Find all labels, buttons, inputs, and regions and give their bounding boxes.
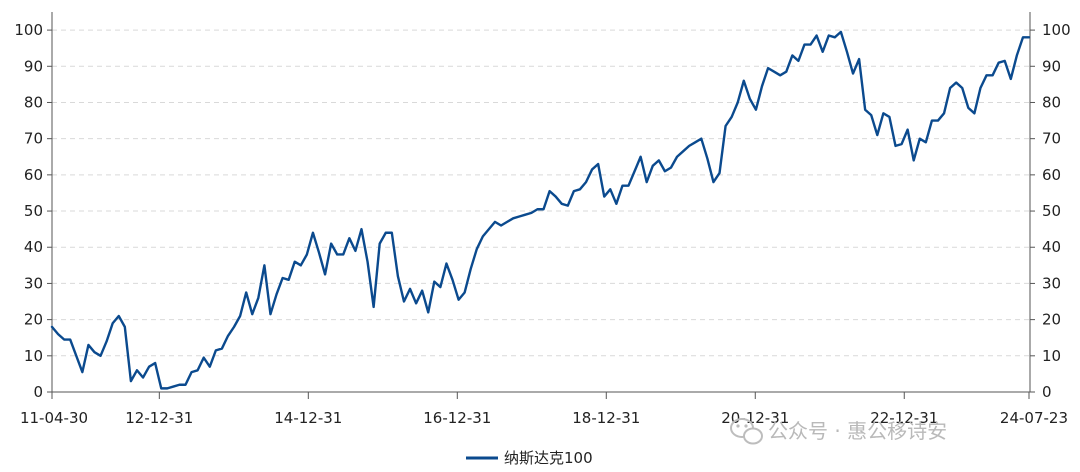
y-tick-label-left: 50 — [24, 202, 43, 220]
y-tick-label-left: 70 — [24, 130, 43, 148]
y-tick-label-left: 90 — [24, 57, 43, 75]
watermark-text: 公众号 · 惠公移诗安 — [768, 419, 947, 443]
series-layer — [50, 30, 1031, 390]
x-tick-label: 20-12-31 — [721, 409, 789, 427]
axes — [47, 12, 1035, 399]
y-tick-label-left: 40 — [24, 238, 43, 256]
y-tick-label-left: 80 — [24, 93, 43, 111]
y-axis-left-ticks: 0 10 20 30 40 50 60 70 80 90 100 — [14, 21, 43, 401]
y-tick-label-right: 20 — [1042, 311, 1061, 329]
y-tick-label-left: 20 — [24, 311, 43, 329]
y-tick-label-left: 60 — [24, 166, 43, 184]
grid-lines — [52, 29, 1030, 357]
y-tick-label-right: 60 — [1042, 166, 1061, 184]
y-tick-label-left: 100 — [14, 21, 43, 39]
x-tick-label: 11-04-30 — [20, 409, 88, 427]
watermark: 公众号 · 惠公移诗安 — [730, 418, 947, 445]
series-line-nasdaq100 — [50, 30, 1031, 390]
x-tick-label: 12-12-31 — [125, 409, 193, 427]
legend-label: 纳斯达克100 — [504, 449, 593, 467]
x-tick-label: 18-12-31 — [572, 409, 640, 427]
y-tick-label-right: 90 — [1042, 57, 1061, 75]
wechat-icon — [730, 418, 763, 445]
y-tick-label-right: 70 — [1042, 130, 1061, 148]
x-tick-label: 16-12-31 — [423, 409, 491, 427]
x-tick-label: 14-12-31 — [274, 409, 342, 427]
x-tick-label: 24-07-23 — [1000, 409, 1068, 427]
legend: 纳斯达克100 — [466, 449, 593, 467]
y-tick-label-left: 30 — [24, 274, 43, 292]
y-tick-label-right: 0 — [1042, 383, 1052, 401]
y-tick-label-right: 40 — [1042, 238, 1061, 256]
x-tick-label: 22-12-31 — [870, 409, 938, 427]
y-tick-label-right: 30 — [1042, 274, 1061, 292]
y-tick-label-left: 0 — [33, 383, 43, 401]
y-axis-right-ticks: 0 10 20 30 40 50 60 70 80 90 100 — [1042, 21, 1071, 401]
y-tick-label-right: 80 — [1042, 93, 1061, 111]
x-axis-ticks: 11-04-30 12-12-31 14-12-31 16-12-31 18-12-31… — [20, 409, 1068, 427]
y-tick-label-right: 100 — [1042, 21, 1071, 39]
y-tick-label-right: 10 — [1042, 347, 1061, 365]
y-tick-label-left: 10 — [24, 347, 43, 365]
y-tick-label-right: 50 — [1042, 202, 1061, 220]
